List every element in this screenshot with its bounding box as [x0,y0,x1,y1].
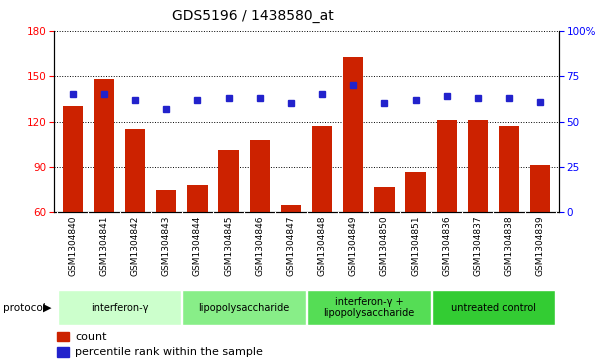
Text: protocol: protocol [3,303,46,313]
Text: GSM1304847: GSM1304847 [287,216,296,276]
Bar [57,347,69,357]
Bar [57,332,69,342]
Text: GSM1304841: GSM1304841 [99,216,108,276]
Bar [436,120,457,212]
Text: GSM1304842: GSM1304842 [130,216,139,276]
Text: ▶: ▶ [43,303,52,313]
Bar [374,187,394,212]
Bar [183,290,306,325]
Bar [530,166,551,212]
Bar [188,185,207,212]
Text: GSM1304837: GSM1304837 [474,216,483,276]
Text: GSM1304846: GSM1304846 [255,216,264,276]
Text: GSM1304845: GSM1304845 [224,216,233,276]
Bar [281,205,301,212]
Text: GSM1304836: GSM1304836 [442,216,451,276]
Text: GSM1304839: GSM1304839 [535,216,545,276]
Text: GSM1304844: GSM1304844 [193,216,202,276]
Text: untreated control: untreated control [451,303,536,313]
Text: GSM1304843: GSM1304843 [162,216,171,276]
Text: GSM1304850: GSM1304850 [380,216,389,276]
Bar [219,150,239,212]
Bar [468,120,488,212]
Text: GSM1304851: GSM1304851 [411,216,420,276]
Text: GSM1304838: GSM1304838 [505,216,514,276]
Bar [94,79,114,212]
Bar [406,171,426,212]
Bar [499,126,519,212]
Bar [156,189,177,212]
Text: GDS5196 / 1438580_at: GDS5196 / 1438580_at [171,9,334,23]
Text: GSM1304848: GSM1304848 [317,216,326,276]
Bar [63,106,83,212]
Text: lipopolysaccharide: lipopolysaccharide [198,303,290,313]
Text: GSM1304849: GSM1304849 [349,216,358,276]
Text: interferon-γ +
lipopolysaccharide: interferon-γ + lipopolysaccharide [323,297,415,318]
Text: count: count [75,331,107,342]
Bar [125,129,145,212]
Bar [58,290,182,325]
Text: percentile rank within the sample: percentile rank within the sample [75,347,263,357]
Bar [307,290,430,325]
Bar [432,290,555,325]
Bar [249,140,270,212]
Text: GSM1304840: GSM1304840 [69,216,78,276]
Bar [343,57,364,212]
Text: interferon-γ: interferon-γ [91,303,148,313]
Bar [312,126,332,212]
